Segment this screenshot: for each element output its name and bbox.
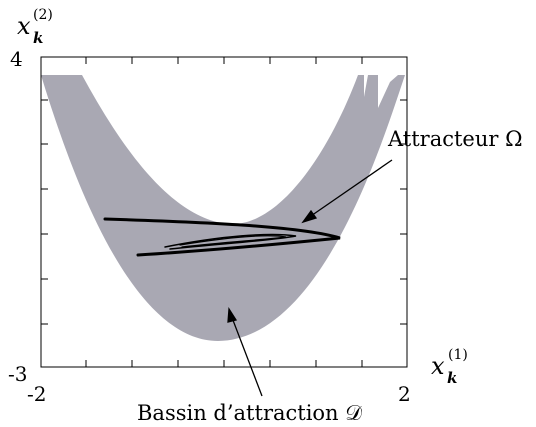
y-axis-label-base: x: [17, 12, 31, 40]
y-axis-label: x k (2): [17, 7, 53, 47]
x-axis-label-sup: (1): [448, 347, 468, 363]
x-tick-label-right: 2: [398, 382, 411, 406]
tick-marks: [41, 57, 407, 367]
x-tick-label-left: -2: [27, 382, 46, 406]
x-axis-label: x k (1): [431, 347, 468, 387]
basin-arrow: [227, 307, 263, 397]
x-axis-label-sub: k: [447, 369, 457, 387]
basin-annotation: Bassin d’attraction 𝒟: [137, 401, 362, 425]
basin-of-attraction-region: [41, 75, 405, 341]
y-axis-label-sup: (2): [33, 7, 53, 23]
attractor-annotation: Attracteur Ω: [387, 127, 523, 151]
attractor-curve: [103, 217, 341, 257]
attractor-arrow: [301, 159, 393, 224]
x-axis-label-base: x: [431, 352, 445, 380]
y-axis-label-sub: k: [33, 29, 43, 47]
y-tick-label-top: 4: [10, 47, 23, 71]
y-tick-label-bottom: -3: [8, 362, 27, 386]
